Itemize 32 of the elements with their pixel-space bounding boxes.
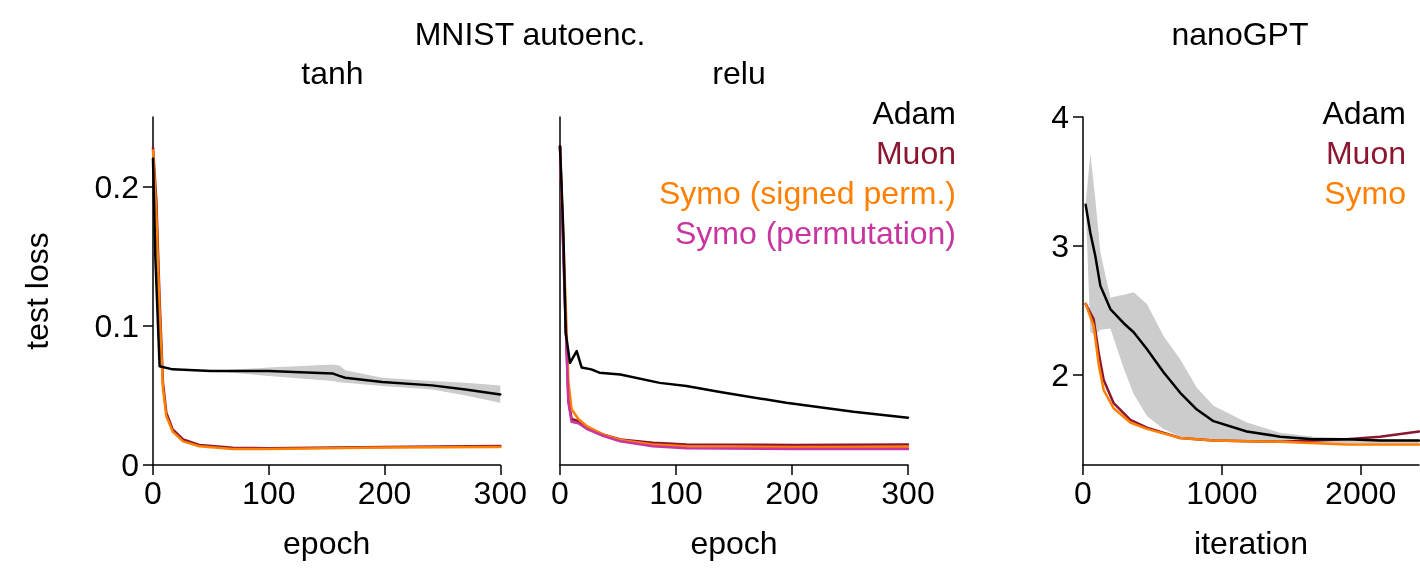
chart-subtitle: relu: [712, 55, 766, 91]
y-tick-label: 2: [1051, 356, 1069, 393]
y-axis-title: test loss: [19, 232, 55, 350]
chart-title: MNIST autoenc.: [414, 16, 646, 53]
x-axis-title: epoch: [690, 525, 778, 561]
text: Muon: [1325, 135, 1406, 171]
text: Symo (signed perm.): [659, 175, 956, 211]
x-tick-label: 100: [242, 475, 296, 511]
y-tick-label: 0.2: [94, 168, 139, 205]
x-axis-title: iteration: [1194, 525, 1308, 561]
x-tick-label: 200: [765, 475, 819, 511]
text: Symo (permutation): [675, 215, 956, 251]
x-tick-label: 2000: [1325, 475, 1397, 511]
x-tick-label: 200: [357, 475, 412, 511]
x-tick-label: 300: [473, 475, 527, 511]
x-tick-label: 0: [551, 475, 569, 511]
text: Adam: [1322, 95, 1406, 131]
text: Adam: [872, 95, 956, 131]
chart-title: nanoGPT: [1171, 16, 1309, 53]
text: Muon: [875, 135, 956, 171]
y-tick-label: 3: [1051, 227, 1069, 264]
x-tick-label: 1000: [1186, 475, 1258, 511]
x-tick-label: 0: [144, 475, 162, 511]
x-tick-label: 100: [649, 475, 703, 511]
x-tick-label: 300: [881, 475, 935, 511]
x-axis-title: epoch: [283, 525, 371, 561]
chart-subtitle: tanh: [301, 55, 364, 91]
y-tick-label: 0.1: [94, 307, 139, 344]
x-tick-label: 0: [1074, 475, 1092, 511]
text: Symo: [1324, 175, 1406, 211]
y-tick-label: 0: [121, 447, 139, 483]
y-tick-label: 4: [1051, 99, 1069, 135]
